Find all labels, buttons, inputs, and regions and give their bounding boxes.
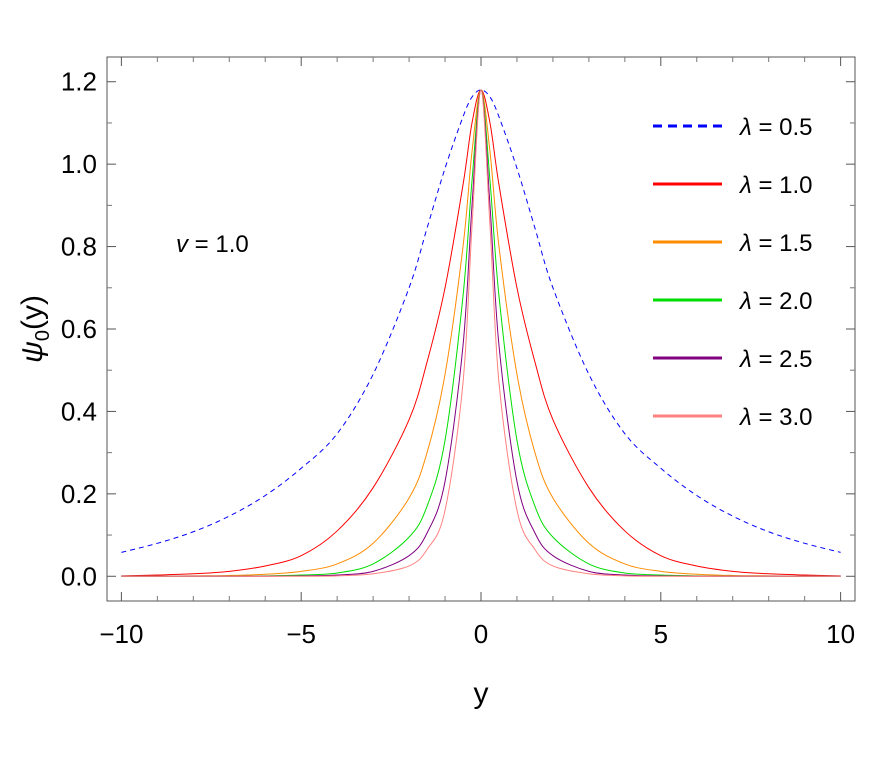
legend-label: λ = 1.0 [738,172,813,199]
legend: λ = 0.5λ = 1.0λ = 1.5λ = 2.0λ = 2.5λ = 3… [653,114,813,431]
x-tick-label: 10 [826,619,855,649]
series-layer [121,89,841,577]
y-tick-label: 1.0 [61,149,97,179]
legend-symbol: λ [738,172,752,199]
legend-label: λ = 3.0 [738,404,813,431]
y-tick-label: 0.0 [61,561,97,591]
y-tick-label: 0.6 [61,314,97,344]
legend-symbol: λ [738,346,752,373]
x-tick-label: 5 [654,619,668,649]
labels-layer: −10 −5 0 5 10 0.0 0.2 0.4 0.6 0.8 1.0 1.2 [61,67,855,649]
y-tick-label: 0.2 [61,479,97,509]
y-tick-label: 1.2 [61,67,97,97]
legend-value: = 2.5 [752,346,813,373]
y-axis-title-subscript: 0 [32,330,54,341]
y-tick-label: 0.8 [61,232,97,262]
x-tick-label: −10 [99,619,143,649]
parameter-annotation: v = 1.0 [176,231,249,258]
series-line-1 [121,89,841,553]
ticks-layer [107,57,855,601]
annotation-value: = 1.0 [188,231,249,258]
legend-symbol: λ [738,404,752,431]
legend-value: = 2.0 [752,288,813,315]
x-tick-label: 0 [474,619,488,649]
annotation-symbol: v [176,231,190,258]
legend-symbol: λ [738,288,752,315]
legend-value: = 1.5 [752,230,813,257]
legend-label: λ = 1.5 [738,230,813,257]
legend-label: λ = 2.0 [738,288,813,315]
legend-symbol: λ [738,114,752,141]
y-axis-title: ψ0(y) [16,295,54,363]
x-tick-label: −5 [286,619,316,649]
legend-value: = 0.5 [752,114,813,141]
legend-label: λ = 0.5 [738,114,813,141]
y-axis-title-arg: (y) [16,295,49,330]
legend-symbol: λ [738,230,752,257]
y-tick-label: 0.4 [61,396,97,426]
y-axis-title-symbol: ψ [16,341,49,363]
legend-value: = 3.0 [752,404,813,431]
legend-value: = 1.0 [752,172,813,199]
series-line-6 [121,89,841,577]
x-axis-title: y [474,677,489,710]
legend-label: λ = 2.5 [738,346,813,373]
